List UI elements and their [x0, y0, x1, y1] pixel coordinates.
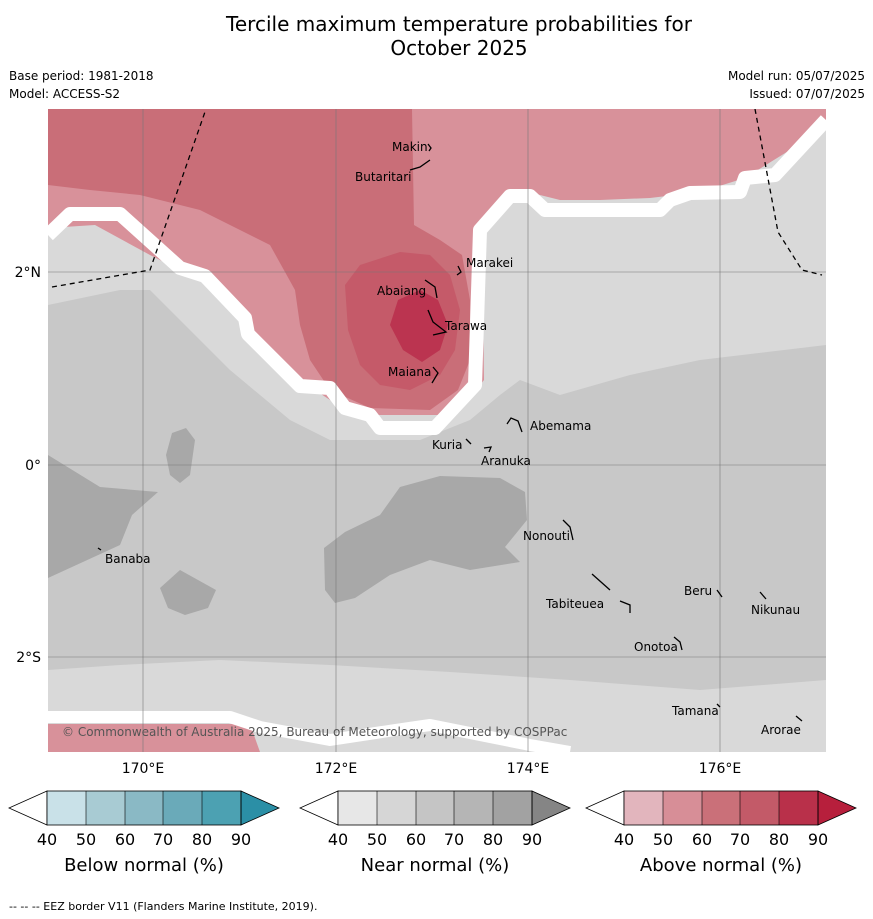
cb-near-swatch-50-60 — [377, 791, 416, 825]
cb-above-swatch-70-80 — [740, 791, 779, 825]
cb-near-tick-40: 40 — [328, 830, 348, 849]
cb-above-swatch-50-60 — [663, 791, 702, 825]
cb-below-high-arrow — [240, 790, 280, 826]
cb-near-swatch-40-50 — [338, 791, 377, 825]
lon-tick-172e: 172°E — [315, 761, 358, 777]
colorbar-above-normal: 40 50 60 70 80 90 Above normal (%) — [585, 790, 857, 876]
cb-near-swatch-70-80 — [454, 791, 493, 825]
island-label-abaiang: Abaiang — [377, 284, 426, 298]
lon-tick-176e: 176°E — [699, 761, 742, 777]
colorbar-below-normal: 40 50 60 70 80 90 Below normal (%) — [8, 790, 280, 876]
cb-below-tick-90: 90 — [231, 830, 251, 849]
cb-below-swatch-40-50 — [47, 791, 86, 825]
colorbar-near-normal: 40 50 60 70 80 90 Near normal (%) — [299, 790, 571, 876]
category-boundary-north — [48, 115, 826, 435]
cb-near-low-arrow — [299, 790, 339, 826]
cb-above-swatch-80-90 — [779, 791, 818, 825]
cb-below-tick-60: 60 — [115, 830, 135, 849]
cb-below-tick-40: 40 — [37, 830, 57, 849]
above-normal-40-50-south — [48, 724, 260, 752]
chart-title: Tercile maximum temperature probabilitie… — [0, 12, 873, 60]
copyright-notice: © Commonwealth of Australia 2025, Bureau… — [62, 725, 567, 739]
cb-below-swatch-50-60 — [86, 791, 125, 825]
island-label-kuria: Kuria — [432, 438, 463, 452]
cb-below-label: Below normal (%) — [64, 855, 224, 876]
island-label-tamana: Tamana — [671, 704, 719, 718]
island-label-tarawa: Tarawa — [444, 319, 487, 333]
island-label-onotoa: Onotoa — [634, 640, 678, 654]
island-label-butaritari: Butaritari — [355, 170, 412, 184]
island-label-arorae: Arorae — [761, 723, 801, 737]
title-line-2: October 2025 — [390, 36, 528, 60]
near-normal-60-70-west — [48, 455, 158, 578]
island-labels: Makin Butaritari Marakei Abaiang Tarawa … — [105, 140, 801, 737]
island-label-maiana: Maiana — [388, 365, 431, 379]
lat-tick-2s: 2°S — [16, 650, 41, 666]
cb-above-tick-80: 80 — [769, 830, 789, 849]
cb-above-swatch-60-70 — [702, 791, 740, 825]
above-normal-70-80-area — [390, 290, 448, 362]
cb-near-swatch-80-90 — [493, 791, 532, 825]
island-shapes — [97, 143, 803, 722]
cb-near-label: Near normal (%) — [361, 855, 510, 876]
lat-tick-0: 0° — [25, 458, 41, 474]
island-label-nikunau: Nikunau — [751, 603, 800, 617]
gridlines — [48, 109, 826, 752]
cb-below-tick-50: 50 — [76, 830, 96, 849]
cb-near-tick-50: 50 — [367, 830, 387, 849]
cb-below-tick-70: 70 — [153, 830, 173, 849]
cb-near-tick-90: 90 — [522, 830, 542, 849]
island-label-nonouti: Nonouti — [523, 529, 570, 543]
meta-left: Base period: 1981-2018 Model: ACCESS-S2 — [9, 67, 154, 103]
cb-above-tick-70: 70 — [730, 830, 750, 849]
cb-below-swatch-80-90 — [202, 791, 241, 825]
island-label-marakei: Marakei — [466, 256, 513, 270]
title-line-1: Tercile maximum temperature probabilitie… — [226, 12, 692, 36]
meta-right: Model run: 05/07/2025 Issued: 07/07/2025 — [728, 67, 865, 103]
cb-above-tick-50: 50 — [653, 830, 673, 849]
cb-above-swatch-40-50 — [624, 791, 663, 825]
eez-footnote: -- -- -- EEZ border V11 (Flanders Marine… — [9, 900, 318, 913]
cb-near-swatch-60-70 — [416, 791, 454, 825]
cb-below-low-arrow — [8, 790, 48, 826]
cb-above-low-arrow — [585, 790, 625, 826]
near-normal-60-70-central — [324, 476, 527, 603]
cb-below-swatch-60-70 — [125, 791, 163, 825]
base-period: Base period: 1981-2018 — [9, 69, 154, 83]
island-label-aranuka: Aranuka — [481, 454, 531, 468]
cb-near-tick-80: 80 — [483, 830, 503, 849]
island-label-beru: Beru — [684, 584, 712, 598]
cb-above-label: Above normal (%) — [640, 855, 802, 876]
island-label-banaba: Banaba — [105, 552, 151, 566]
eez-border — [51, 109, 823, 288]
cb-near-tick-70: 70 — [444, 830, 464, 849]
lon-tick-170e: 170°E — [122, 761, 165, 777]
probability-map: Makin Butaritari Marakei Abaiang Tarawa … — [48, 109, 826, 752]
cb-above-tick-90: 90 — [808, 830, 828, 849]
cb-above-high-arrow — [817, 790, 857, 826]
model-name: Model: ACCESS-S2 — [9, 87, 121, 101]
near-normal-60-70-patch-1 — [166, 428, 195, 483]
cb-below-swatch-70-80 — [163, 791, 202, 825]
lon-tick-174e: 174°E — [507, 761, 550, 777]
cb-above-tick-60: 60 — [692, 830, 712, 849]
category-boundary-south — [48, 711, 572, 752]
cb-near-high-arrow — [531, 790, 571, 826]
near-normal-60-70-patch-2 — [160, 570, 216, 615]
issued-date: Issued: 07/07/2025 — [749, 87, 865, 101]
cb-below-tick-80: 80 — [192, 830, 212, 849]
island-label-tabiteuea: Tabiteuea — [545, 597, 604, 611]
model-run: Model run: 05/07/2025 — [727, 69, 865, 83]
island-label-abemama: Abemama — [530, 419, 591, 433]
cb-near-tick-60: 60 — [406, 830, 426, 849]
cb-above-tick-40: 40 — [614, 830, 634, 849]
lat-tick-2n: 2°N — [15, 265, 41, 281]
island-label-makin: Makin — [392, 140, 428, 154]
axis-tick-labels: 170°E 172°E 174°E 176°E 2°N 0° 2°S — [15, 265, 742, 777]
